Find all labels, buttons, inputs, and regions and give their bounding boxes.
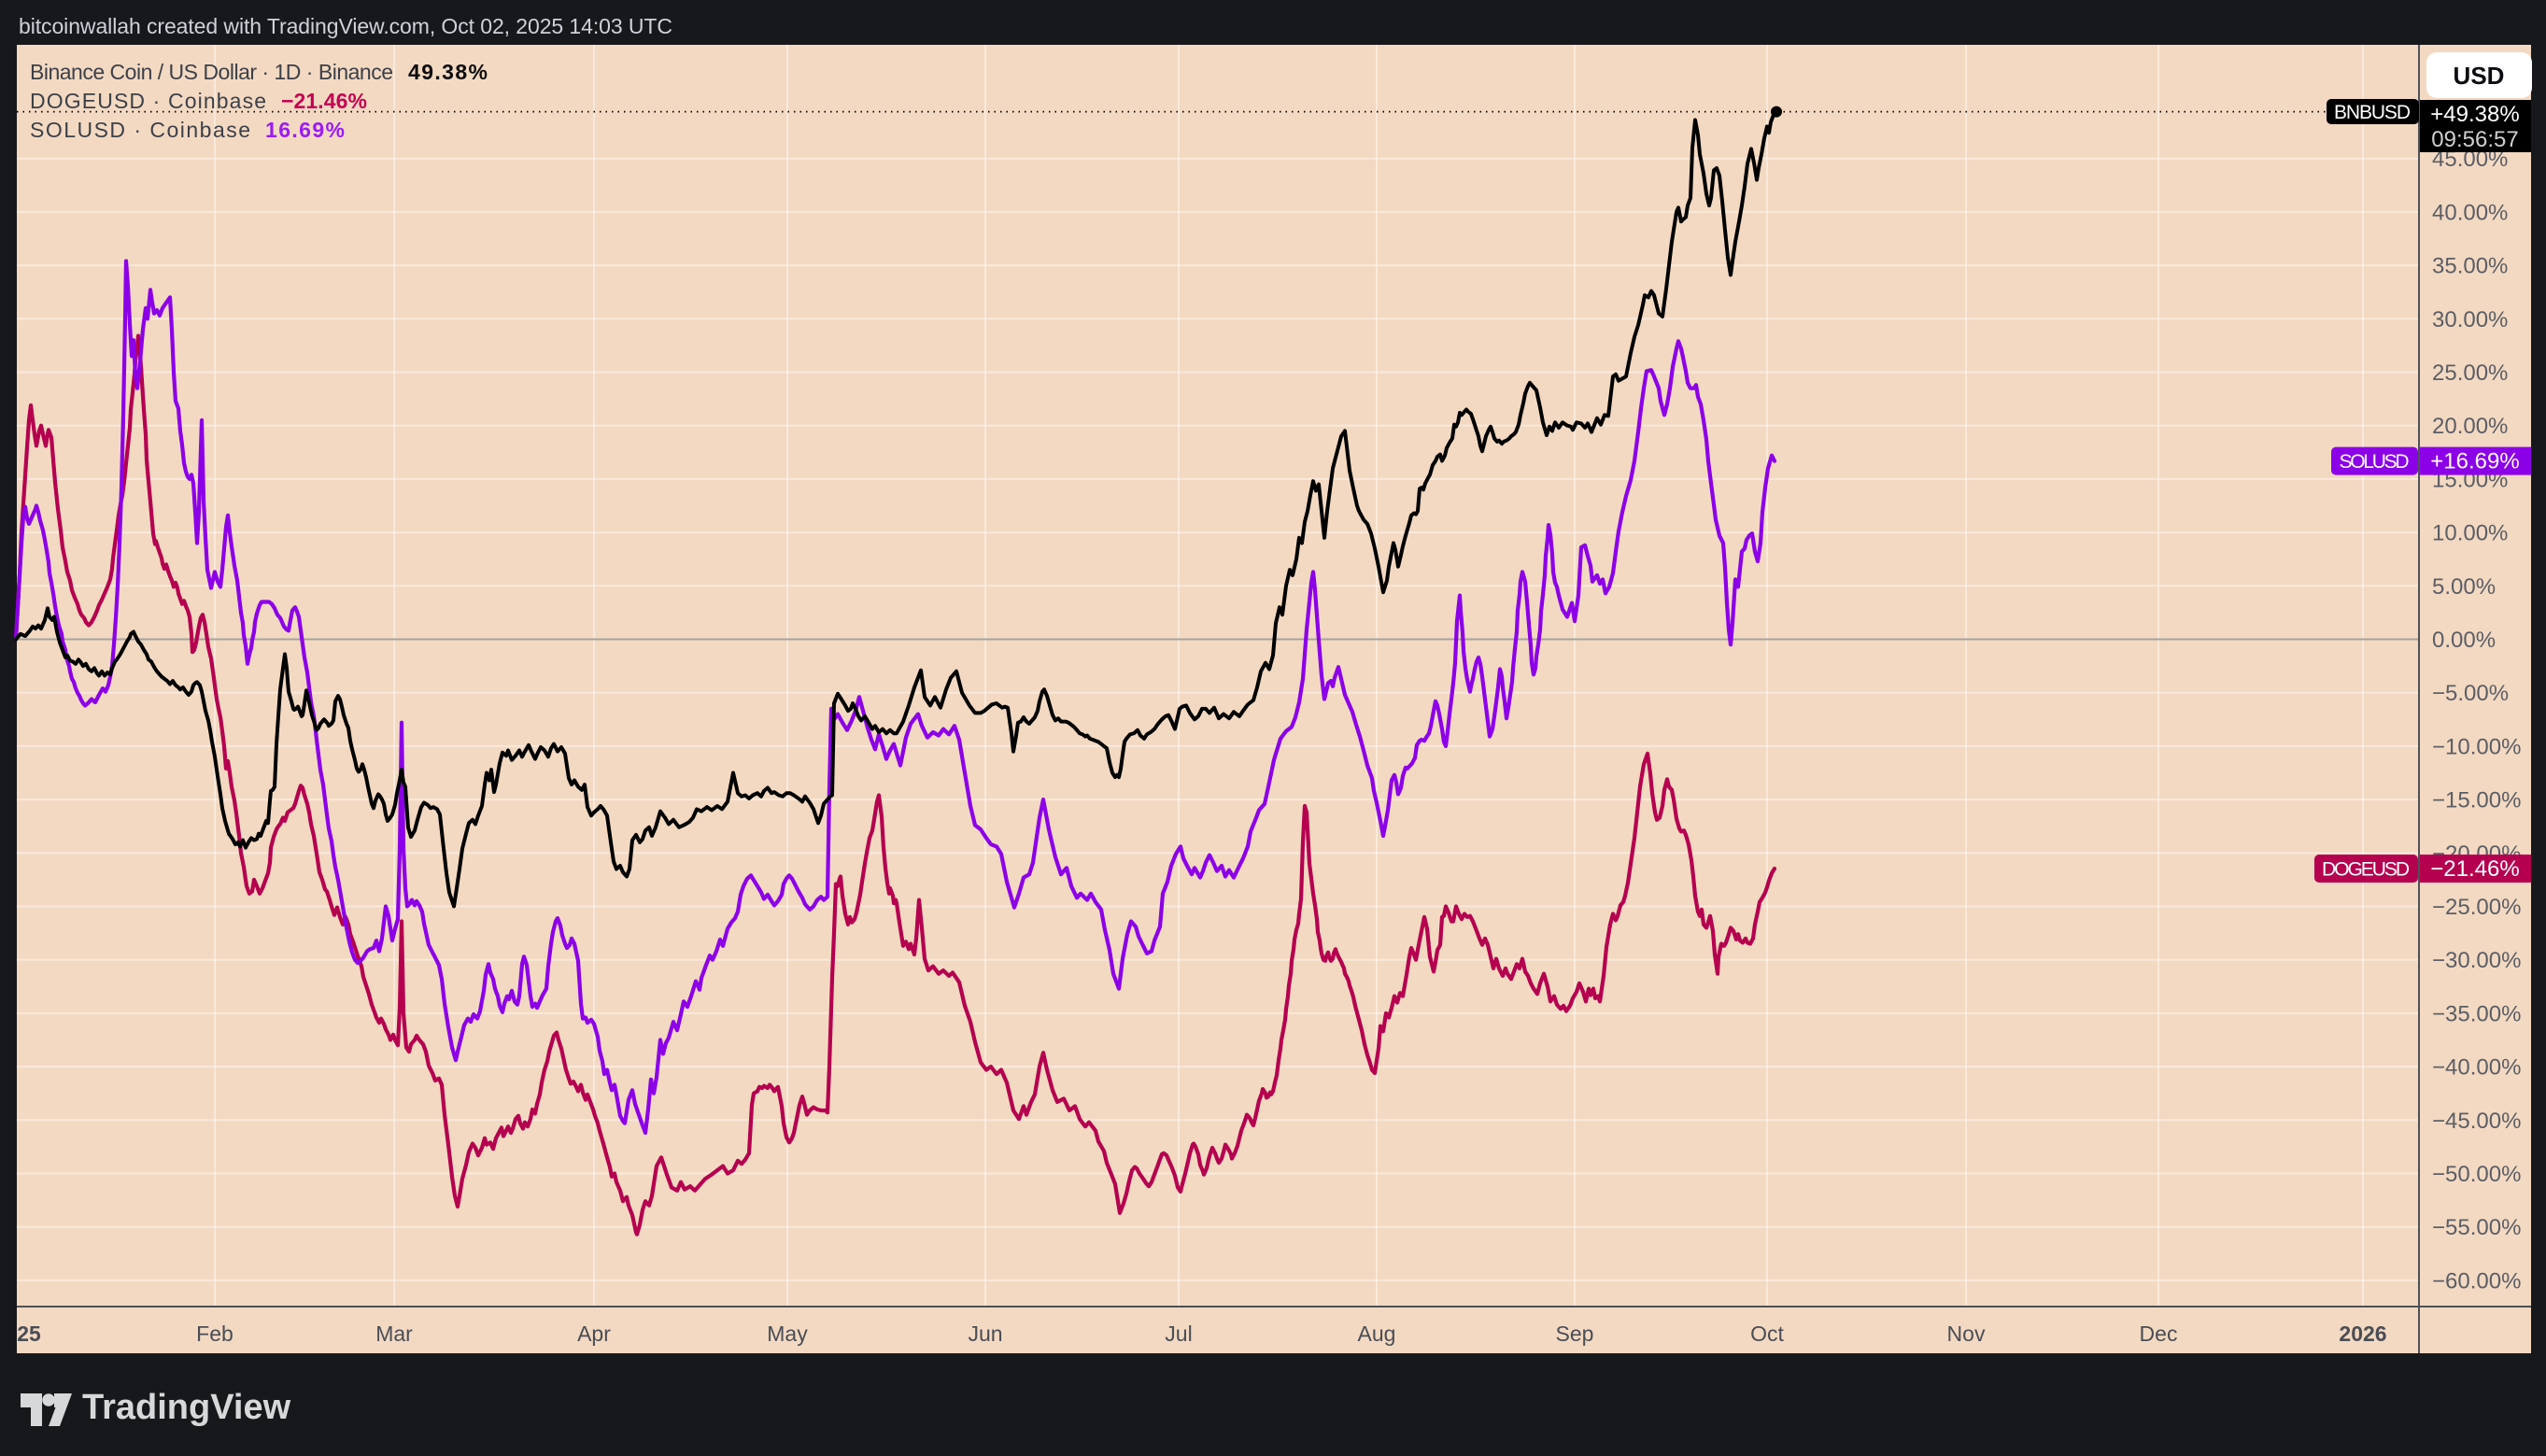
svg-text:0.00%: 0.00% (2432, 628, 2496, 653)
svg-text:5.00%: 5.00% (2432, 574, 2496, 600)
svg-text:Sep: Sep (1556, 1322, 1594, 1346)
svg-text:40.00%: 40.00% (2432, 200, 2508, 225)
svg-text:DOGEUSD: DOGEUSD (2322, 859, 2410, 881)
svg-text:−21.46%: −21.46% (281, 89, 367, 113)
svg-text:Apr: Apr (577, 1322, 611, 1346)
svg-text:May: May (767, 1322, 808, 1346)
svg-text:SOLUSD: SOLUSD (2340, 451, 2410, 473)
svg-text:Nov: Nov (1947, 1322, 1986, 1346)
svg-text:Jun: Jun (968, 1322, 1002, 1346)
svg-text:−15.00%: −15.00% (2432, 788, 2521, 813)
svg-text:DOGEUSD · Coinbase: DOGEUSD · Coinbase (30, 89, 266, 113)
svg-text:Oct: Oct (1750, 1322, 1784, 1346)
svg-text:−21.46%: −21.46% (2430, 856, 2519, 882)
svg-text:−45.00%: −45.00% (2432, 1109, 2521, 1134)
svg-text:−55.00%: −55.00% (2432, 1215, 2521, 1240)
svg-text:bitcoinwallah created with Tra: bitcoinwallah created with TradingView.c… (19, 14, 672, 38)
svg-text:Mar: Mar (375, 1322, 413, 1346)
svg-text:−60.00%: −60.00% (2432, 1268, 2521, 1293)
svg-text:BNBUSD: BNBUSD (2334, 102, 2411, 123)
svg-text:Aug: Aug (1358, 1322, 1396, 1346)
svg-text:2026: 2026 (2339, 1322, 2386, 1346)
svg-text:−5.00%: −5.00% (2432, 681, 2509, 706)
svg-text:Jul: Jul (1165, 1322, 1192, 1346)
svg-text:25.00%: 25.00% (2432, 360, 2508, 386)
svg-text:−35.00%: −35.00% (2432, 1001, 2521, 1026)
svg-text:−50.00%: −50.00% (2432, 1162, 2521, 1187)
svg-text:Feb: Feb (196, 1322, 233, 1346)
svg-text:SOLUSD · Coinbase: SOLUSD · Coinbase (30, 118, 250, 142)
svg-text:20.00%: 20.00% (2432, 414, 2508, 439)
svg-text:−25.00%: −25.00% (2432, 895, 2521, 920)
svg-text:35.00%: 35.00% (2432, 254, 2508, 279)
svg-text:+16.69%: +16.69% (2430, 449, 2519, 474)
svg-text:16.69%: 16.69% (265, 118, 345, 142)
svg-text:−10.00%: −10.00% (2432, 734, 2521, 759)
svg-text:Dec: Dec (2140, 1322, 2178, 1346)
svg-text:49.38%: 49.38% (408, 60, 488, 84)
svg-text:30.00%: 30.00% (2432, 307, 2508, 332)
svg-text:−40.00%: −40.00% (2432, 1055, 2521, 1081)
svg-text:09:56:57: 09:56:57 (2431, 127, 2518, 152)
svg-text:25: 25 (17, 1322, 41, 1346)
svg-text:−30.00%: −30.00% (2432, 948, 2521, 973)
svg-text:USD: USD (2454, 62, 2505, 90)
svg-text:10.00%: 10.00% (2432, 521, 2508, 546)
svg-text:Binance Coin / US Dollar · 1D: Binance Coin / US Dollar · 1D · Binance (30, 60, 393, 84)
svg-text:+49.38%: +49.38% (2430, 102, 2519, 127)
svg-text:TradingView: TradingView (82, 1388, 291, 1427)
